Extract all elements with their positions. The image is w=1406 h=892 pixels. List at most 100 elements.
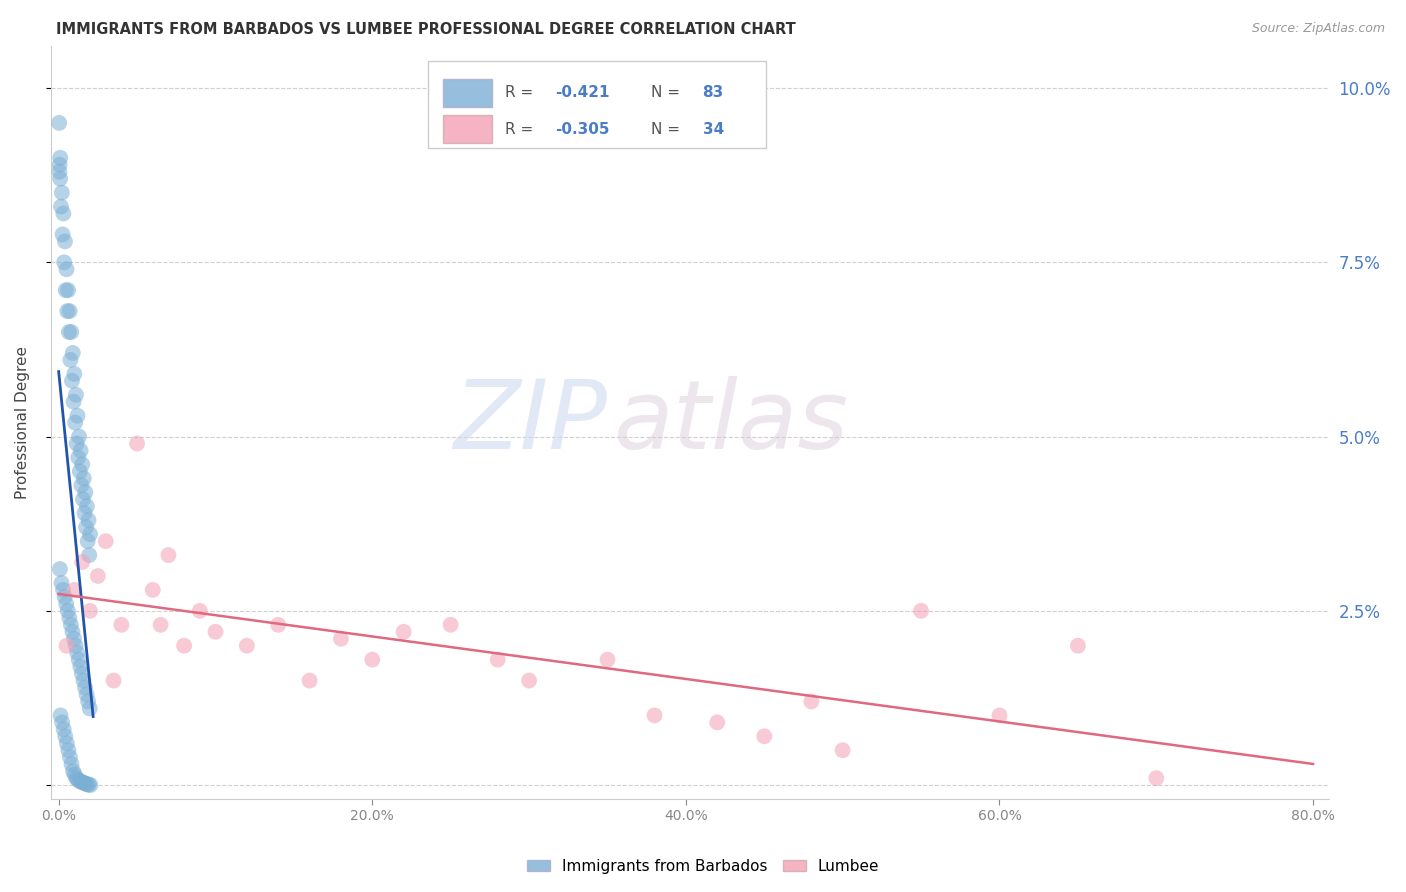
Text: IMMIGRANTS FROM BARBADOS VS LUMBEE PROFESSIONAL DEGREE CORRELATION CHART: IMMIGRANTS FROM BARBADOS VS LUMBEE PROFE…: [56, 22, 796, 37]
Point: [65, 771, 87, 785]
Point: [69, 443, 91, 458]
Text: N =: N =: [651, 86, 685, 101]
Point: [70, 666, 93, 681]
Point: [644, 708, 666, 723]
FancyBboxPatch shape: [427, 62, 766, 148]
Point: [329, 632, 352, 646]
Point: [66, 772, 89, 787]
Point: [49, 708, 72, 723]
Point: [831, 743, 853, 757]
Point: [800, 694, 823, 708]
Point: [48, 116, 70, 130]
Point: [59, 617, 82, 632]
Point: [52, 723, 75, 737]
Point: [110, 617, 132, 632]
Point: [55, 639, 77, 653]
Point: [56, 304, 79, 318]
Y-axis label: Professional Degree: Professional Degree: [15, 346, 30, 500]
Text: atlas: atlas: [613, 376, 848, 469]
Point: [62, 394, 84, 409]
Point: [76, 534, 98, 549]
Point: [72, 775, 94, 789]
Point: [125, 436, 148, 450]
Point: [63, 416, 86, 430]
Point: [66, 409, 89, 423]
Point: [58, 743, 80, 757]
Point: [62, 764, 84, 779]
Point: [49, 562, 72, 576]
Point: [988, 708, 1011, 723]
Point: [79, 604, 101, 618]
Point: [56, 283, 79, 297]
Point: [63, 582, 86, 597]
Point: [392, 624, 415, 639]
Point: [79, 701, 101, 715]
Point: [67, 450, 90, 465]
Point: [361, 653, 384, 667]
Bar: [443, 115, 492, 144]
Point: [157, 548, 180, 562]
Point: [51, 186, 73, 200]
Text: ZIP: ZIP: [453, 376, 607, 469]
Point: [73, 681, 96, 695]
Point: [65, 639, 87, 653]
Point: [59, 352, 82, 367]
Point: [62, 624, 84, 639]
Point: [58, 325, 80, 339]
Text: -0.305: -0.305: [555, 121, 610, 136]
Text: -0.421: -0.421: [555, 86, 610, 101]
Point: [596, 653, 619, 667]
Point: [67, 653, 90, 667]
Point: [59, 750, 82, 764]
Point: [236, 639, 259, 653]
Point: [87, 569, 110, 583]
Text: 83: 83: [703, 86, 724, 101]
Point: [53, 235, 76, 249]
Point: [77, 694, 100, 708]
Point: [75, 520, 97, 534]
Text: Source: ZipAtlas.com: Source: ZipAtlas.com: [1251, 22, 1385, 36]
Point: [69, 659, 91, 673]
Point: [67, 429, 90, 443]
Point: [142, 582, 165, 597]
Point: [48, 164, 70, 178]
Text: N =: N =: [651, 121, 685, 136]
Point: [754, 729, 776, 743]
Point: [75, 777, 97, 791]
Point: [70, 774, 93, 789]
Point: [94, 534, 117, 549]
Point: [73, 506, 96, 520]
Point: [55, 262, 77, 277]
Point: [59, 304, 82, 318]
Point: [53, 255, 76, 269]
Point: [49, 171, 72, 186]
Point: [149, 617, 172, 632]
Point: [63, 632, 86, 646]
Point: [73, 471, 96, 485]
Point: [67, 773, 90, 788]
Point: [56, 604, 79, 618]
Point: [173, 639, 195, 653]
Point: [1144, 771, 1167, 785]
Point: [53, 590, 76, 604]
Point: [517, 673, 540, 688]
Point: [52, 582, 75, 597]
Text: R =: R =: [505, 86, 537, 101]
Point: [66, 436, 89, 450]
Point: [706, 715, 728, 730]
Point: [48, 158, 70, 172]
Point: [77, 548, 100, 562]
Point: [79, 527, 101, 541]
Legend: Immigrants from Barbados, Lumbee: Immigrants from Barbados, Lumbee: [520, 853, 886, 880]
Point: [56, 736, 79, 750]
Point: [910, 604, 932, 618]
Point: [49, 151, 72, 165]
Point: [62, 346, 84, 360]
Point: [49, 200, 72, 214]
Point: [204, 624, 226, 639]
Bar: [443, 78, 492, 107]
Point: [60, 757, 83, 772]
Point: [63, 367, 86, 381]
Point: [51, 576, 73, 591]
Point: [79, 778, 101, 792]
